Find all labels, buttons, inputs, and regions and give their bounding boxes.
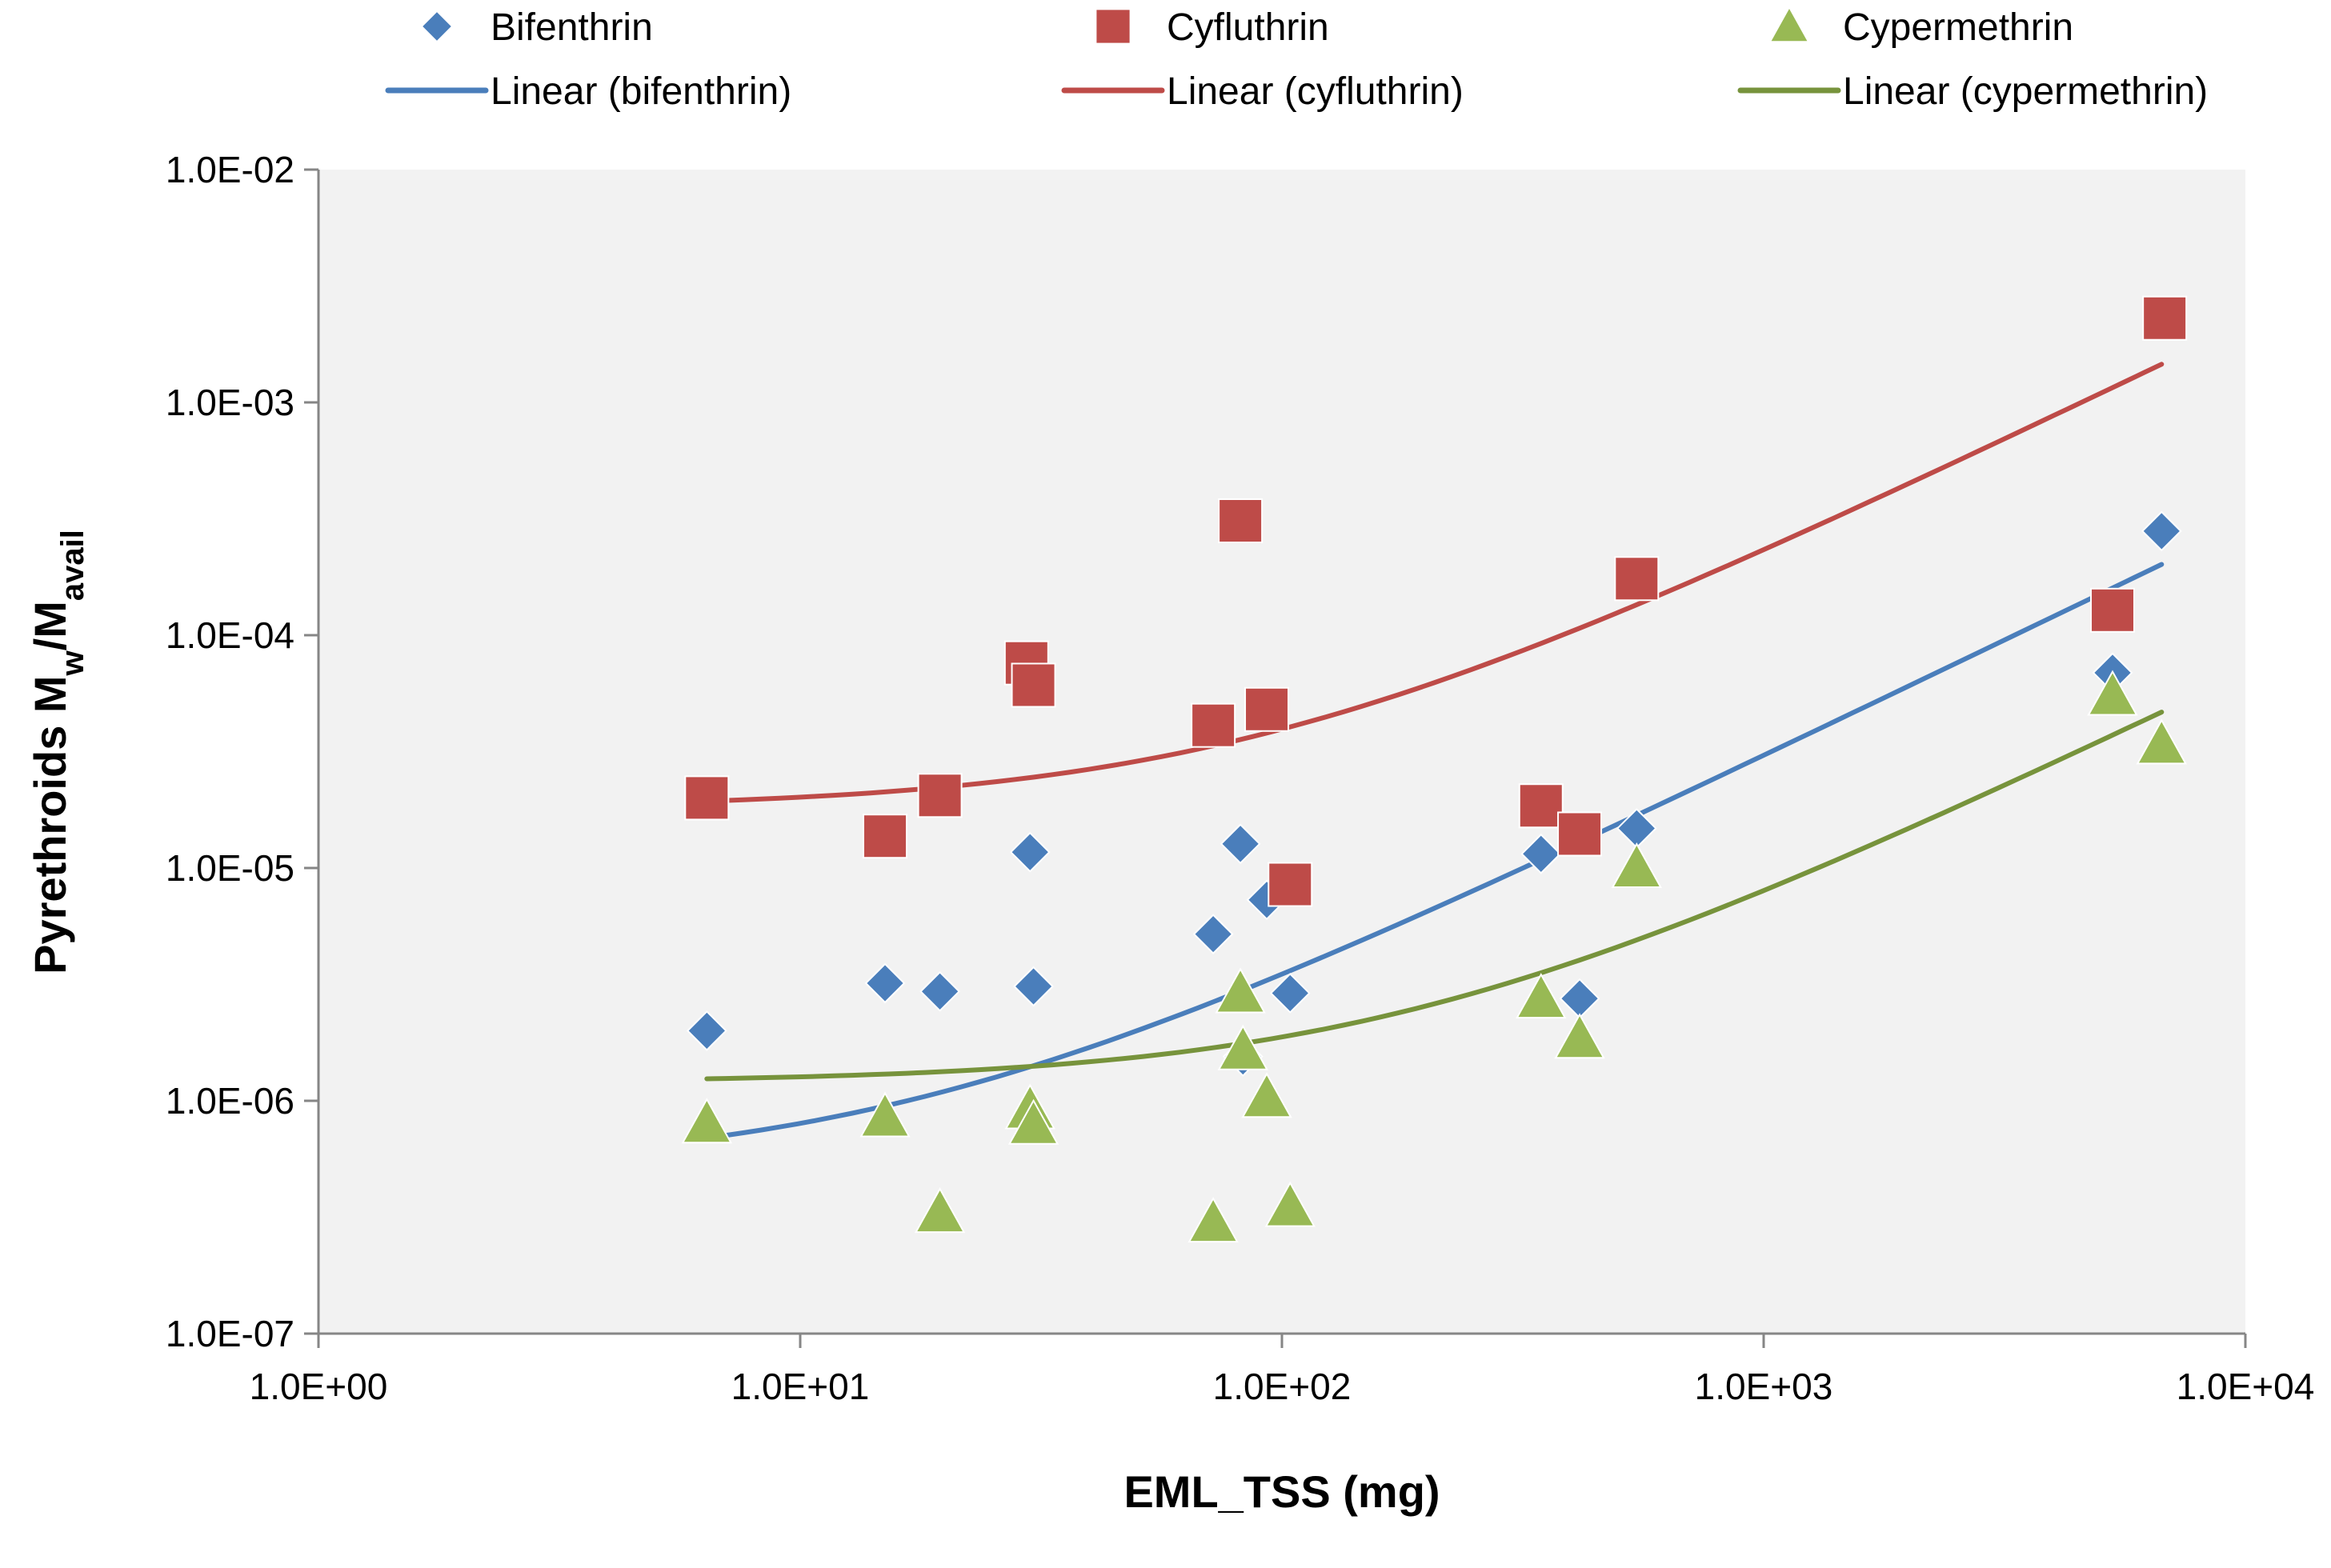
x-tick-label: 1.0E+03 bbox=[1695, 1366, 1833, 1407]
y-axis-title-sub2: avail bbox=[55, 530, 90, 601]
plot-area bbox=[318, 170, 2245, 1334]
bifenthrin-point bbox=[864, 962, 906, 1004]
y-tick-label: 1.0E-06 bbox=[166, 1080, 294, 1122]
cyfluthrin-point bbox=[684, 775, 730, 821]
legend-label: Linear (cypermethrin) bbox=[1843, 70, 2208, 113]
cyfluthrin-point bbox=[1614, 556, 1660, 602]
bifenthrin-point bbox=[1192, 914, 1234, 955]
cyfluthrin-point bbox=[917, 773, 963, 818]
cypermethrin-point bbox=[1516, 973, 1567, 1019]
y-axis-title-sub1: w bbox=[55, 650, 90, 676]
cypermethrin-point bbox=[859, 1091, 911, 1138]
cypermethrin-point bbox=[681, 1098, 733, 1144]
legend-square-swatch bbox=[1095, 8, 1131, 45]
y-axis: 1.0E-07 1.0E-06 1.0E-05 1.0E-04 1.0E-03 1.0E-… bbox=[166, 149, 320, 1354]
cyfluthrin-point bbox=[1268, 862, 1313, 907]
trendline-1 bbox=[704, 562, 2165, 1141]
bifenthrin-point bbox=[1009, 831, 1051, 873]
y-axis-title: Pyrethroids Mw/Mavail bbox=[25, 530, 90, 974]
legend: Bifenthrin Cyfluthrin Cypermethrin Linear (… bbox=[385, 5, 2208, 113]
cyfluthrin-point bbox=[1191, 702, 1236, 748]
cyfluthrin-point bbox=[863, 814, 908, 859]
cyfluthrin-point bbox=[1011, 662, 1056, 708]
cypermethrin-point bbox=[2087, 670, 2138, 716]
cypermethrin-point bbox=[1554, 1013, 1605, 1059]
cyfluthrin-point bbox=[1557, 811, 1603, 857]
x-tick-label: 1.0E+04 bbox=[2177, 1366, 2315, 1407]
y-tick-label: 1.0E-03 bbox=[166, 382, 294, 423]
bifenthrin-point bbox=[1220, 823, 1261, 865]
trendline-3 bbox=[704, 710, 2165, 1082]
y-tick-label: 1.0E-05 bbox=[166, 847, 294, 889]
bifenthrin-point bbox=[1520, 833, 1562, 874]
x-tick-label: 1.0E+00 bbox=[250, 1366, 388, 1407]
cypermethrin-point bbox=[1217, 1024, 1268, 1070]
legend-label: Linear (cyfluthrin) bbox=[1167, 70, 1464, 113]
x-tick-label: 1.0E+02 bbox=[1213, 1366, 1352, 1407]
bifenthrin-point bbox=[919, 970, 961, 1012]
legend-diamond-swatch bbox=[420, 10, 454, 43]
cypermethrin-point bbox=[914, 1187, 966, 1234]
cypermethrin-point bbox=[1215, 967, 1266, 1014]
legend-label: Bifenthrin bbox=[491, 6, 653, 49]
y-axis-title-mid: /M bbox=[25, 601, 75, 650]
x-axis-title: EML_TSS (mg) bbox=[1123, 1466, 1440, 1517]
legend-triangle-swatch bbox=[1768, 5, 1810, 43]
y-tick-label: 1.0E-07 bbox=[166, 1313, 294, 1354]
y-tick-label: 1.0E-02 bbox=[166, 149, 294, 190]
cypermethrin-point bbox=[2136, 718, 2187, 765]
cyfluthrin-point bbox=[2090, 587, 2136, 633]
cyfluthrin-point bbox=[2142, 295, 2188, 341]
cyfluthrin-point bbox=[1218, 498, 1264, 544]
cypermethrin-point bbox=[1241, 1072, 1292, 1118]
legend-label: Cypermethrin bbox=[1843, 6, 2073, 49]
legend-label: Cyfluthrin bbox=[1167, 6, 1329, 49]
x-tick-label: 1.0E+01 bbox=[731, 1366, 870, 1407]
cyfluthrin-point bbox=[1244, 686, 1290, 732]
cypermethrin-point bbox=[1188, 1197, 1239, 1243]
bifenthrin-point bbox=[686, 1010, 727, 1051]
cyfluthrin-point bbox=[1518, 783, 1564, 829]
data-points bbox=[681, 295, 2188, 1243]
bifenthrin-point bbox=[2141, 510, 2182, 552]
x-axis: 1.0E+00 1.0E+01 1.0E+02 1.0E+03 1.0E+04 bbox=[250, 1332, 2315, 1407]
legend-label: Linear (bifenthrin) bbox=[491, 70, 791, 113]
cypermethrin-point bbox=[1007, 1098, 1059, 1145]
y-axis-title-main: Pyrethroids M bbox=[25, 675, 75, 974]
cypermethrin-point bbox=[1611, 842, 1663, 888]
cypermethrin-point bbox=[1264, 1181, 1316, 1227]
y-tick-label: 1.0E-04 bbox=[166, 614, 294, 656]
bifenthrin-point bbox=[1013, 966, 1054, 1007]
bifenthrin-point bbox=[1269, 973, 1311, 1014]
